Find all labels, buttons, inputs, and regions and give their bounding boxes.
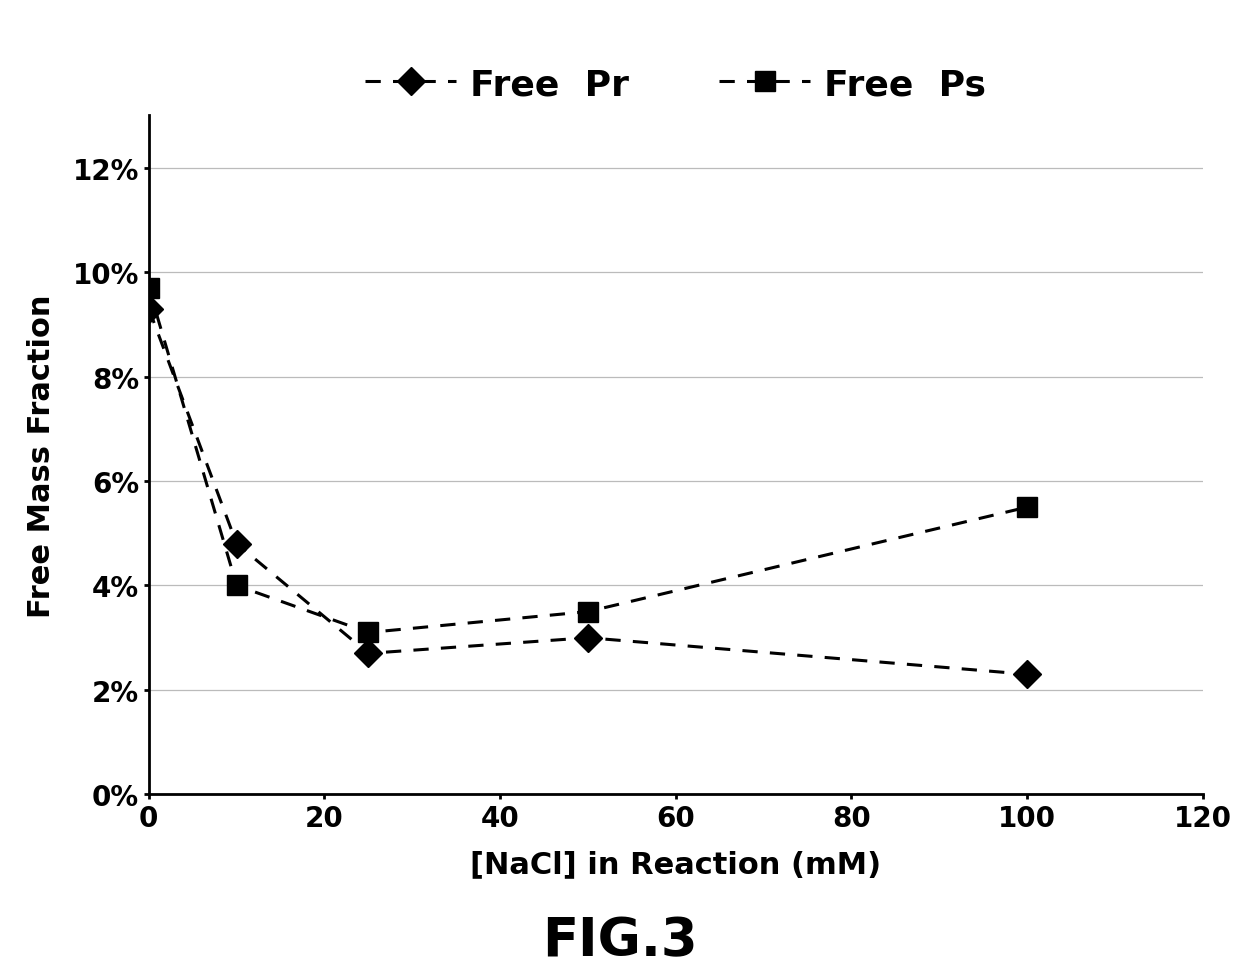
Text: FIG.3: FIG.3 — [542, 914, 698, 966]
Free  Pr — [229, 539, 244, 550]
Free  Pr — [361, 648, 376, 660]
Free  Ps — [361, 627, 376, 639]
Free  Ps — [1019, 502, 1034, 514]
Legend: Free  Pr, Free  Ps: Free Pr, Free Ps — [351, 53, 1001, 117]
Free  Ps — [580, 607, 595, 618]
Line: Free  Ps: Free Ps — [139, 279, 1037, 642]
Free  Pr — [580, 632, 595, 643]
Line: Free  Pr: Free Pr — [139, 299, 1037, 684]
Free  Ps — [229, 580, 244, 592]
Free  Pr — [1019, 669, 1034, 680]
X-axis label: [NaCl] in Reaction (mM): [NaCl] in Reaction (mM) — [470, 849, 882, 878]
Free  Ps — [141, 283, 156, 295]
Free  Pr — [141, 303, 156, 315]
Y-axis label: Free Mass Fraction: Free Mass Fraction — [27, 294, 56, 617]
